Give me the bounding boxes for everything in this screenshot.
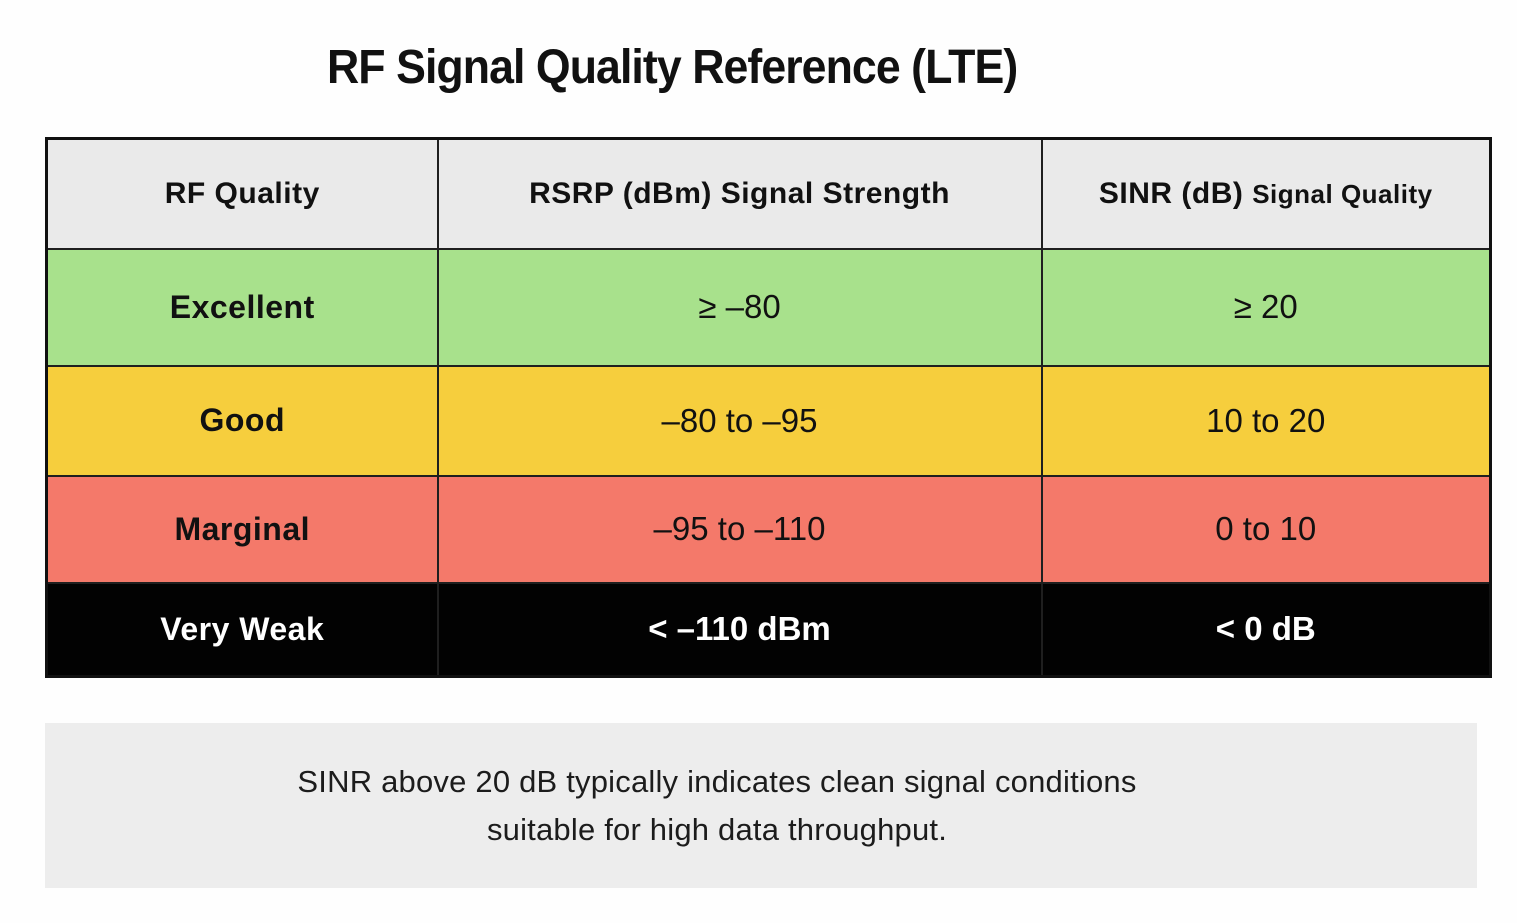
header-sinr: SINR (dB) Signal Quality (1040, 137, 1492, 250)
cell-sinr-marginal: 0 to 10 (1040, 474, 1492, 584)
header-sinr-sub: Signal Quality (1252, 178, 1433, 209)
note-box: SINR above 20 dB typically indicates cle… (45, 723, 1477, 888)
cell-rsrp-very-weak: < –110 dBm (436, 581, 1043, 678)
note-line-1: SINR above 20 dB typically indicates cle… (297, 763, 1137, 799)
cell-rsrp-excellent: ≥ –80 (436, 247, 1043, 367)
signal-quality-table: RF Quality RSRP (dBm) Signal Strength SI… (45, 137, 1492, 678)
page-title: RF Signal Quality Reference (LTE) (0, 40, 1345, 95)
table-row-marginal: Marginal –95 to –110 0 to 10 (45, 474, 1492, 584)
header-rf-quality: RF Quality (45, 137, 439, 250)
table-row-very-weak: Very Weak < –110 dBm < 0 dB (45, 581, 1492, 678)
cell-sinr-excellent: ≥ 20 (1040, 247, 1492, 367)
table-row-good: Good –80 to –95 10 to 20 (45, 364, 1492, 477)
cell-quality-good: Good (45, 364, 439, 477)
cell-rsrp-good: –80 to –95 (436, 364, 1043, 477)
page-title-text: RF Signal Quality Reference (LTE) (327, 41, 1018, 94)
cell-rsrp-marginal: –95 to –110 (436, 474, 1043, 584)
table-row-excellent: Excellent ≥ –80 ≥ 20 (45, 247, 1492, 367)
table-header-row: RF Quality RSRP (dBm) Signal Strength SI… (45, 137, 1492, 250)
cell-quality-marginal: Marginal (45, 474, 439, 584)
note-line-2: suitable for high data throughput. (486, 811, 948, 847)
cell-sinr-good: 10 to 20 (1040, 364, 1492, 477)
cell-quality-excellent: Excellent (45, 247, 439, 367)
cell-quality-very-weak: Very Weak (45, 581, 439, 678)
header-sinr-main: SINR (dB) (1098, 176, 1244, 210)
header-rsrp: RSRP (dBm) Signal Strength (436, 137, 1043, 250)
cell-sinr-very-weak: < 0 dB (1040, 581, 1492, 678)
